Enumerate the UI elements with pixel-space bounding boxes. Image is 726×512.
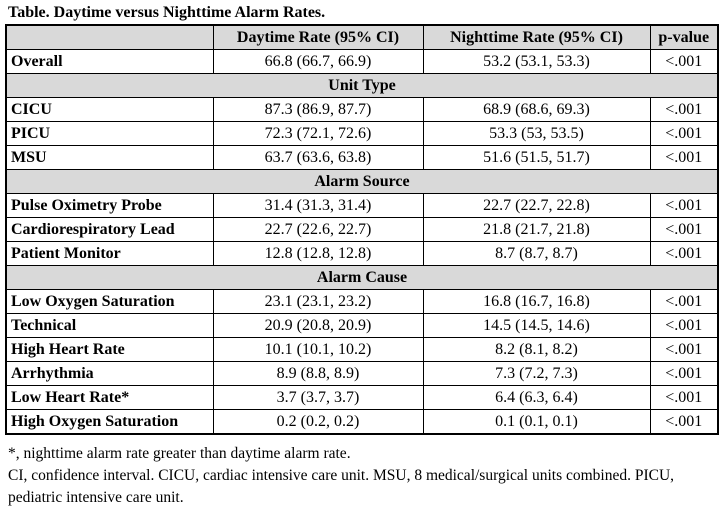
daytime-rate-cell: 87.3 (86.9, 87.7)	[212, 97, 424, 122]
row-label: Patient Monitor	[5, 241, 214, 266]
table-row: High Heart Rate 10.1 (10.1, 10.2) 8.2 (8.1…	[5, 337, 719, 362]
table-row: Low Oxygen Saturation 23.1 (23.1, 23.2) 16…	[5, 289, 719, 314]
nighttime-rate-cell: 53.2 (53.1, 53.3)	[422, 49, 651, 74]
p-value-cell: <.001	[649, 241, 719, 266]
row-label: Low Heart Rate*	[5, 385, 214, 410]
row-label: Cardiorespiratory Lead	[5, 217, 214, 242]
p-value-cell: <.001	[649, 313, 719, 338]
table-row: Cardiorespiratory Lead 22.7 (22.6, 22.7) 2…	[5, 217, 719, 242]
header-row: Daytime Rate (95% CI) Nighttime Rate (95…	[5, 24, 719, 50]
nighttime-rate-cell: 7.3 (7.2, 7.3)	[422, 361, 651, 386]
header-label	[5, 24, 214, 50]
section-heading: Alarm Source	[5, 169, 719, 194]
row-label: Arrhythmia	[5, 361, 214, 386]
row-label: Pulse Oximetry Probe	[5, 193, 214, 218]
p-value-cell: <.001	[649, 409, 719, 435]
nighttime-rate-cell: 16.8 (16.7, 16.8)	[422, 289, 651, 314]
daytime-rate-cell: 10.1 (10.1, 10.2)	[212, 337, 424, 362]
p-value-cell: <.001	[649, 385, 719, 410]
nighttime-rate-cell: 8.7 (8.7, 8.7)	[422, 241, 651, 266]
daytime-rate-cell: 72.3 (72.1, 72.6)	[212, 121, 424, 146]
table-row: CICU 87.3 (86.9, 87.7) 68.9 (68.6, 69.3) <.…	[5, 97, 719, 122]
daytime-rate-cell: 22.7 (22.6, 22.7)	[212, 217, 424, 242]
daytime-rate-cell: 8.9 (8.8, 8.9)	[212, 361, 424, 386]
footnote-asterisk: *, nighttime alarm rate greater than day…	[8, 445, 351, 462]
footnote-abbreviations: CI, confidence interval. CICU, cardiac i…	[8, 467, 675, 506]
section-row: Alarm Cause	[5, 265, 719, 290]
nighttime-rate-cell: 6.4 (6.3, 6.4)	[422, 385, 651, 410]
table-row: High Oxygen Saturation 0.2 (0.2, 0.2) 0.1 …	[5, 409, 719, 435]
daytime-rate-cell: 12.8 (12.8, 12.8)	[212, 241, 424, 266]
p-value-cell: <.001	[649, 289, 719, 314]
section-heading: Unit Type	[5, 73, 719, 98]
daytime-rate-cell: 66.8 (66.7, 66.9)	[212, 49, 424, 74]
daytime-rate-cell: 23.1 (23.1, 23.2)	[212, 289, 424, 314]
section-heading: Alarm Cause	[5, 265, 719, 290]
table-row: Pulse Oximetry Probe 31.4 (31.3, 31.4) 22.…	[5, 193, 719, 218]
table-caption: Table. Daytime versus Nighttime Alarm Ra…	[8, 4, 326, 21]
daytime-rate-cell: 20.9 (20.8, 20.9)	[212, 313, 424, 338]
p-value-cell: <.001	[649, 145, 719, 170]
p-value-cell: <.001	[649, 49, 719, 74]
nighttime-rate-cell: 68.9 (68.6, 69.3)	[422, 97, 651, 122]
table-row: Patient Monitor 12.8 (12.8, 12.8) 8.7 (8.7…	[5, 241, 719, 266]
row-label: Technical	[5, 313, 214, 338]
section-row: Alarm Source	[5, 169, 719, 194]
daytime-rate-cell: 31.4 (31.3, 31.4)	[212, 193, 424, 218]
daytime-rate-cell: 63.7 (63.6, 63.8)	[212, 145, 424, 170]
section-row: Unit Type	[5, 73, 719, 98]
table-row: MSU 63.7 (63.6, 63.8) 51.6 (51.5, 51.7) <.0…	[5, 145, 719, 170]
nighttime-rate-cell: 0.1 (0.1, 0.1)	[422, 409, 651, 435]
p-value-cell: <.001	[649, 121, 719, 146]
row-label: High Heart Rate	[5, 337, 214, 362]
alarm-rates-table: Daytime Rate (95% CI) Nighttime Rate (95…	[5, 24, 719, 435]
p-value-cell: <.001	[649, 217, 719, 242]
row-label: Low Oxygen Saturation	[5, 289, 214, 314]
row-label: MSU	[5, 145, 214, 170]
nighttime-rate-cell: 53.3 (53, 53.5)	[422, 121, 651, 146]
nighttime-rate-cell: 14.5 (14.5, 14.6)	[422, 313, 651, 338]
table-row: PICU 72.3 (72.1, 72.6) 53.3 (53, 53.5) <.00…	[5, 121, 719, 146]
nighttime-rate-cell: 21.8 (21.7, 21.8)	[422, 217, 651, 242]
p-value-cell: <.001	[649, 337, 719, 362]
p-value-cell: <.001	[649, 193, 719, 218]
table-footnotes: *, nighttime alarm rate greater than day…	[8, 443, 720, 509]
table-row: Overall 66.8 (66.7, 66.9) 53.2 (53.1, 53.3…	[5, 49, 719, 74]
row-label: PICU	[5, 121, 214, 146]
daytime-rate-cell: 0.2 (0.2, 0.2)	[212, 409, 424, 435]
table-row: Technical 20.9 (20.8, 20.9) 14.5 (14.5, 14…	[5, 313, 719, 338]
row-label: High Oxygen Saturation	[5, 409, 214, 435]
nighttime-rate-cell: 22.7 (22.7, 22.8)	[422, 193, 651, 218]
daytime-rate-cell: 3.7 (3.7, 3.7)	[212, 385, 424, 410]
header-p-value: p-value	[649, 24, 719, 50]
nighttime-rate-cell: 8.2 (8.1, 8.2)	[422, 337, 651, 362]
p-value-cell: <.001	[649, 361, 719, 386]
row-label: Overall	[5, 49, 214, 74]
table-row: Low Heart Rate* 3.7 (3.7, 3.7) 6.4 (6.3, 6…	[5, 385, 719, 410]
header-daytime-rate: Daytime Rate (95% CI)	[212, 24, 424, 50]
nighttime-rate-cell: 51.6 (51.5, 51.7)	[422, 145, 651, 170]
header-nighttime-rate: Nighttime Rate (95% CI)	[422, 24, 651, 50]
row-label: CICU	[5, 97, 214, 122]
p-value-cell: <.001	[649, 97, 719, 122]
table-row: Arrhythmia 8.9 (8.8, 8.9) 7.3 (7.2, 7.3) <.…	[5, 361, 719, 386]
